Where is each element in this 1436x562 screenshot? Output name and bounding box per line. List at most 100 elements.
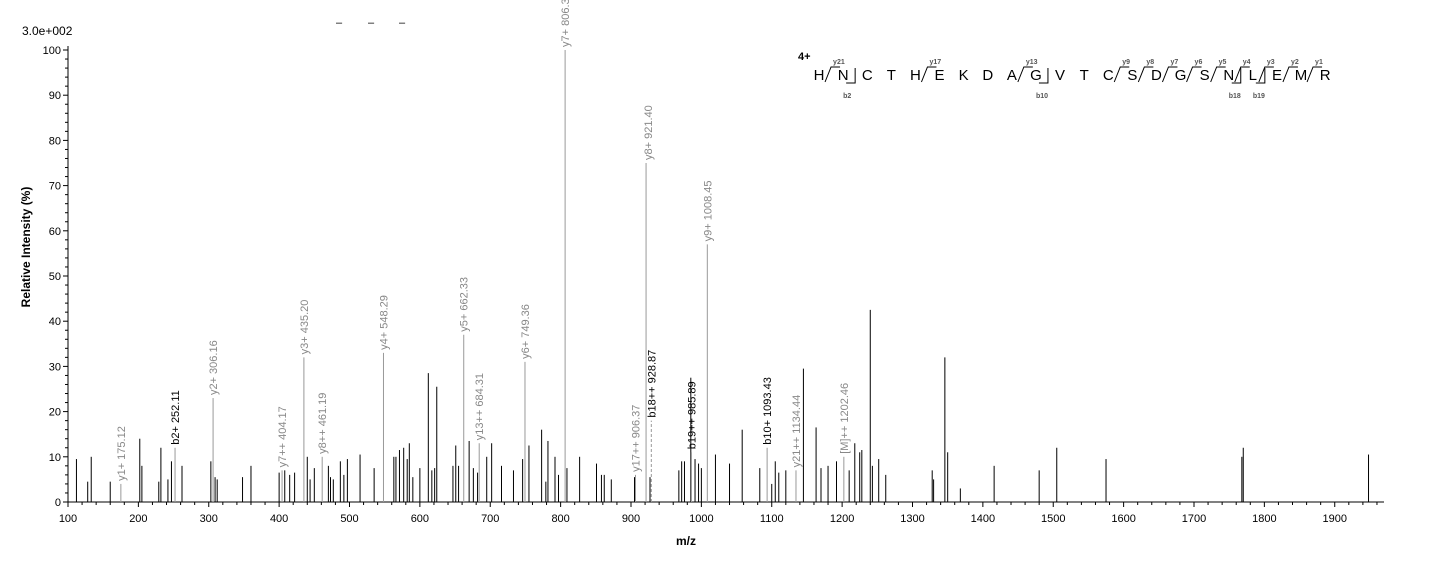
x-tick-label: 600 — [411, 513, 429, 525]
x-tick-label: 800 — [551, 513, 569, 525]
x-tick-label: 1100 — [760, 513, 784, 525]
y-ion-marker — [1306, 66, 1323, 83]
y-ion-marker — [1113, 66, 1130, 83]
header-dash-3: – — [399, 17, 406, 29]
b-ion-label: b18 — [1229, 93, 1241, 100]
peak-label: y9+ 1008.45 — [702, 180, 714, 241]
peak-label: [M]++ 1202.46 — [839, 383, 851, 454]
sequence-residue: A — [1007, 67, 1017, 84]
y-tick-label: 100 — [43, 45, 61, 57]
y-ion-label: y4 — [1243, 59, 1251, 66]
b-ion-marker — [1038, 68, 1049, 84]
x-axis-title: m/z — [676, 534, 696, 548]
y-tick-label: 90 — [49, 90, 61, 102]
x-tick-label: 900 — [622, 513, 640, 525]
y-ion-marker — [1137, 66, 1154, 83]
y-tick-label: 10 — [49, 452, 61, 464]
y-tick-label: 30 — [49, 361, 61, 373]
sequence-residue: K — [959, 67, 969, 84]
x-tick-label: 1800 — [1252, 513, 1276, 525]
y-tick-label: 50 — [49, 271, 61, 283]
y-tick-label: 70 — [49, 181, 61, 193]
sequence-residue: N — [1223, 67, 1234, 84]
x-tick-label: 1600 — [1111, 513, 1135, 525]
y-tick-label: 20 — [49, 407, 61, 419]
peak-label: b19++ 985.89 — [686, 381, 698, 449]
y-ion-label: y17 — [929, 59, 941, 66]
y-ion-label: y21 — [833, 59, 845, 66]
b-ion-label: b2 — [843, 93, 851, 100]
peak-label: y3+ 435.20 — [299, 300, 311, 355]
y-ion-marker — [1161, 66, 1178, 83]
y-ion-label: y7 — [1170, 59, 1178, 66]
y-ion-marker — [1017, 66, 1033, 83]
peak-label: y21++ 1134.44 — [791, 395, 803, 468]
y-axis-title-group: Relative Intensity (%) — [19, 187, 33, 308]
y-ion-label: y13 — [1026, 59, 1038, 66]
peak-label: y8+ 921.40 — [643, 105, 655, 160]
header-dashes: – – – — [336, 17, 406, 29]
sequence-residue: V — [1055, 67, 1065, 84]
sequence-residue: M — [1295, 67, 1308, 84]
axes: 0 10 20 30 40 50 60 70 80 90 100 100 200 300 400 500 600… — [43, 45, 1384, 525]
peak-label: y7+ 806.38 — [560, 0, 572, 47]
x-tick-label: 500 — [340, 513, 358, 525]
sequence-residue: G — [1175, 67, 1187, 84]
b-ion-label: b19 — [1253, 93, 1265, 100]
header-dash-2: – — [368, 17, 375, 29]
sequence-residue: R — [1320, 67, 1331, 84]
y-ion-label: y5 — [1219, 59, 1227, 66]
y-tick-label: 0 — [55, 497, 61, 509]
y-ion-label: y9 — [1122, 59, 1130, 66]
b-ion-marker — [1255, 68, 1266, 84]
y-ion-label: y6 — [1195, 59, 1203, 66]
x-tick-label: 1400 — [971, 513, 995, 525]
sequence-residue: E — [935, 67, 945, 84]
y-tick-label: 80 — [49, 135, 61, 147]
y-tick-label: 60 — [49, 226, 61, 238]
y-axis-title: Relative Intensity (%) — [19, 187, 33, 308]
sequence-residue: H — [910, 67, 921, 84]
peak-label: b18++ 928.87 — [646, 350, 658, 418]
x-tick-label: 300 — [200, 513, 218, 525]
y-ion-marker — [1282, 66, 1298, 83]
x-tick-label: 100 — [59, 513, 77, 525]
peak-label: y8++ 461.19 — [317, 393, 329, 454]
y-ion-marker — [1186, 66, 1202, 83]
sequence-residue: C — [1103, 67, 1114, 84]
peak-label: y5+ 662.33 — [459, 277, 471, 332]
peak-label: y7++ 404.17 — [277, 406, 289, 467]
b-ion-marker — [1231, 68, 1242, 84]
sequence-residue: G — [1030, 67, 1042, 84]
peak-label: b10+ 1093.43 — [762, 377, 774, 445]
peak-label: y17++ 906.37 — [630, 405, 642, 472]
y-ion-marker — [824, 66, 841, 83]
header-dash-1: – — [336, 17, 343, 29]
peak-label: b2+ 252.11 — [170, 390, 182, 445]
y-ion-label: y2 — [1291, 59, 1299, 66]
x-tick-label: 400 — [270, 513, 288, 525]
sequence-residue: C — [862, 67, 873, 84]
b-ion-label: b10 — [1036, 93, 1048, 100]
peak-label: y2+ 306.16 — [208, 340, 220, 395]
x-tick-label: 1000 — [689, 513, 713, 525]
y-tick-label: 40 — [49, 316, 61, 328]
y-ion-marker — [1258, 66, 1274, 83]
y-ion-label: y3 — [1267, 59, 1275, 66]
sequence-residue: E — [1272, 67, 1282, 84]
sequence-residue: S — [1200, 67, 1210, 84]
peak-label: y13++ 684.31 — [474, 373, 486, 440]
peak-label: y1+ 175.12 — [116, 426, 128, 481]
sequence-residue: H — [814, 67, 825, 84]
sequence-residue: S — [1127, 67, 1137, 84]
y-ion-marker — [1210, 66, 1226, 83]
sequence-residue: D — [1151, 67, 1162, 84]
y-ion-label: y1 — [1315, 59, 1323, 66]
peak-label: y4+ 548.29 — [378, 295, 390, 350]
intensity-scale-label: 3.0e+002 — [22, 24, 73, 38]
x-tick-label: 1500 — [1041, 513, 1065, 525]
y-ion-marker — [1234, 66, 1250, 83]
x-tick-label: 700 — [481, 513, 499, 525]
y-ion-label: y8 — [1146, 59, 1154, 66]
